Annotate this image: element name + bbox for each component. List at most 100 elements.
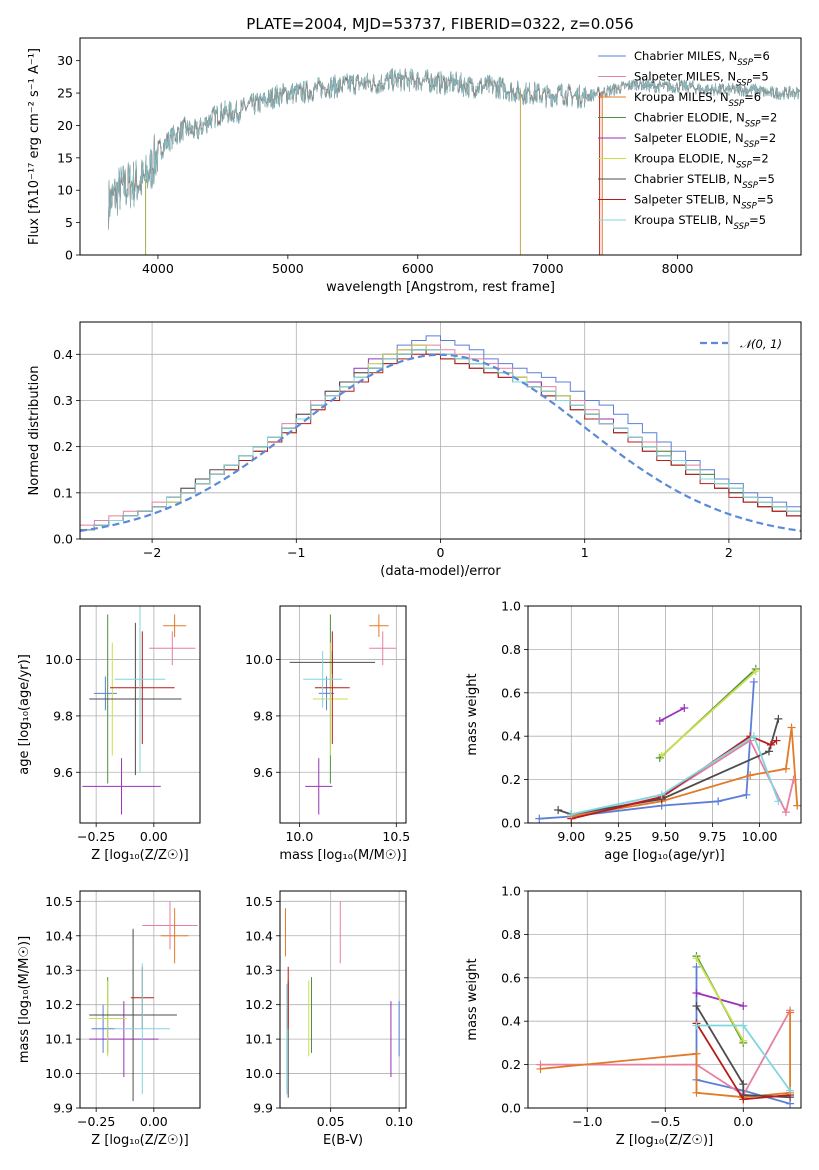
x-tick-label: 10.00 <box>742 829 778 844</box>
weight-marker <box>766 740 775 749</box>
x-tick-label: 7000 <box>532 261 564 276</box>
y-tick-label: 10.0 <box>45 652 73 667</box>
y-tick-label: 9.6 <box>253 765 273 780</box>
y-tick-label: 9.9 <box>253 1101 273 1116</box>
legend-label: 𝒩(0, 1) <box>740 337 782 351</box>
x-tick-label: −1.0 <box>572 1114 602 1129</box>
weight-marker <box>739 1080 748 1089</box>
y-tick-label: 10.2 <box>45 997 73 1012</box>
plot-area <box>536 952 795 1108</box>
x-tick-label: 5000 <box>272 261 304 276</box>
legend-label: Kroupa STELIB, NSSP=5 <box>634 213 766 232</box>
weight-line <box>571 734 780 816</box>
x-tick-label: 9.25 <box>604 829 632 844</box>
y-tick-label: 0.4 <box>501 729 521 744</box>
y-tick-label: 10.0 <box>245 1066 273 1081</box>
y-tick-label: 0 <box>65 248 73 263</box>
weight-marker <box>772 736 781 745</box>
plot-area <box>80 335 801 532</box>
x-axis-label: age [log₁₀(age/yr)] <box>604 848 725 863</box>
legend-label: Chabrier ELODIE, NSSP=2 <box>634 111 777 130</box>
y-tick-label: 0.8 <box>501 642 521 657</box>
x-tick-label: 6000 <box>402 261 434 276</box>
weight-marker <box>739 1021 748 1030</box>
y-tick-label: 0.3 <box>53 393 73 408</box>
legend-label: Salpeter ELODIE, NSSP=2 <box>634 131 776 150</box>
weight-marker <box>793 801 801 810</box>
plot-area <box>89 901 198 1102</box>
weight-marker <box>739 1095 748 1104</box>
legend-label: Chabrier STELIB, NSSP=5 <box>634 172 775 191</box>
panel-age_vs_mass: 10.0 10.5 9.6 9.8 10.0 mass [log₁₀(M/M☉)] <box>245 605 410 863</box>
x-tick-label: 2 <box>725 545 733 560</box>
weight-marker <box>774 714 783 723</box>
y-axis-label: age [log₁₀(age/yr)] <box>17 654 32 775</box>
x-axis-label: Z [log₁₀(Z/Z☉)] <box>91 848 188 863</box>
x-tick-label: 9.50 <box>652 829 680 844</box>
weight-line <box>540 1009 791 1097</box>
weight-line <box>659 707 685 722</box>
y-tick-label: 15 <box>57 150 73 165</box>
plot-area <box>535 664 801 823</box>
x-tick-label: 10.5 <box>382 829 410 844</box>
y-axis-label: Flux [fλ10⁻¹⁷ erg cm⁻² s⁻¹ A⁻¹] <box>27 48 42 245</box>
y-tick-label: 9.8 <box>53 708 73 723</box>
y-tick-label: 0.1 <box>53 485 73 500</box>
spectrum-line <box>108 67 800 231</box>
weight-marker <box>746 771 755 780</box>
x-tick-label: −2 <box>143 545 161 560</box>
y-tick-label: 5 <box>65 215 73 230</box>
plot-area <box>289 614 397 815</box>
x-axis-label: E(B-V) <box>323 1133 363 1148</box>
y-tick-label: 25 <box>57 86 73 101</box>
x-tick-label: 4000 <box>142 261 174 276</box>
weight-marker <box>536 1064 545 1073</box>
y-tick-label: 10.0 <box>245 652 273 667</box>
y-tick-label: 9.9 <box>53 1101 73 1116</box>
y-tick-label: 9.6 <box>53 765 73 780</box>
panel-weight_vs_age: 9.00 9.25 9.50 9.75 10.00 0.0 0.2 0.4 0.6 0.8 1.0 a… <box>465 599 802 863</box>
x-tick-label: 0.05 <box>317 1114 345 1129</box>
x-tick-label: 0.10 <box>385 1114 413 1129</box>
panel-mass_vs_z: −0.25 0.00 9.9 10.0 10.1 10.2 10.3 10.4 10.5 Z [l… <box>17 890 201 1148</box>
x-tick-label: −0.25 <box>77 1114 115 1129</box>
y-tick-label: 10.5 <box>45 894 73 909</box>
x-tick-label: 8000 <box>662 261 694 276</box>
gaussian-curve <box>80 353 801 532</box>
panel-mass_vs_ebv: 0.05 0.10 9.9 10.0 10.1 10.2 10.3 10.4 10.5 E(B-V… <box>245 890 413 1148</box>
y-tick-label: 1.0 <box>501 884 521 899</box>
axes-frame <box>279 605 407 824</box>
x-tick-label: −1 <box>287 545 305 560</box>
y-tick-label: 0.2 <box>501 1057 521 1072</box>
y-axis-label: Normed distribution <box>27 366 42 496</box>
y-tick-label: 10.1 <box>45 1032 73 1047</box>
legend-label: Chabrier MILES, NSSP=6 <box>634 49 770 68</box>
x-tick-label: 9.75 <box>699 829 727 844</box>
axes-frame <box>527 890 802 1109</box>
y-axis-label: mass [log₁₀(M/M☉)] <box>17 936 32 1063</box>
panel-age_vs_z: −0.25 0.00 9.6 9.8 10.0 Z [log₁₀(Z/Z☉)] age [l… <box>17 605 201 863</box>
weight-marker <box>692 1049 701 1058</box>
weight-marker <box>742 790 751 799</box>
x-tick-label: 1 <box>581 545 589 560</box>
x-axis-label: Z [log₁₀(Z/Z☉)] <box>91 1133 188 1148</box>
weight-marker <box>781 808 790 817</box>
x-axis-label: wavelength [Angstrom, rest frame] <box>326 280 555 295</box>
y-tick-label: 0.8 <box>501 927 521 942</box>
weight-marker <box>774 797 783 806</box>
axes-frame <box>79 37 802 256</box>
x-axis-label: mass [log₁₀(M/M☉)] <box>279 848 406 863</box>
y-tick-label: 0.2 <box>53 439 73 454</box>
weight-marker <box>535 814 544 823</box>
y-tick-label: 30 <box>57 53 73 68</box>
y-tick-label: 10.4 <box>245 928 273 943</box>
x-tick-label: −0.25 <box>77 829 115 844</box>
legend-label: Kroupa ELODIE, NSSP=2 <box>634 152 769 171</box>
weight-marker <box>749 732 758 741</box>
x-tick-label: −0.5 <box>650 1114 680 1129</box>
axes-frame <box>79 605 201 824</box>
plot-area <box>82 606 196 815</box>
